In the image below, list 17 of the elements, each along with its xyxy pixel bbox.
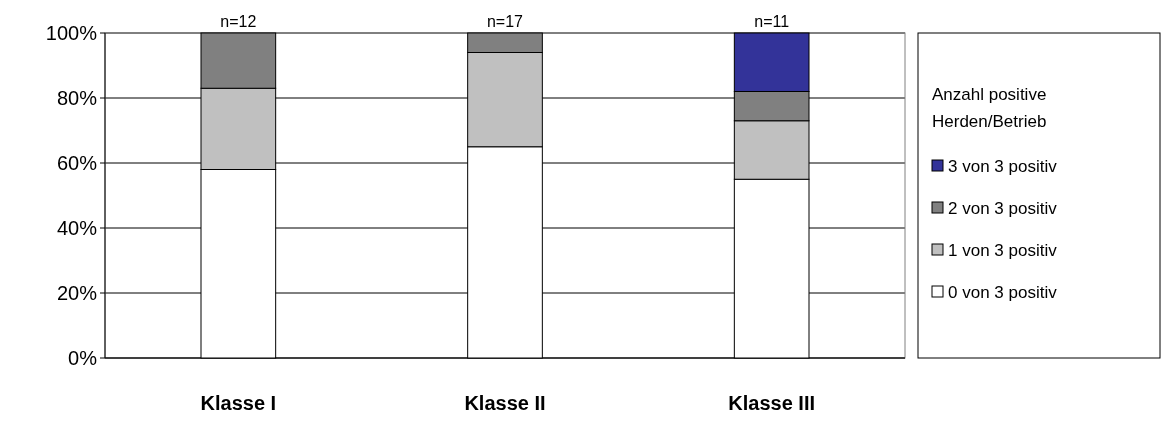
x-tick-label: Klasse II xyxy=(464,392,546,414)
legend-label: 0 von 3 positiv xyxy=(948,282,1058,302)
x-tick-label: Klasse I xyxy=(200,392,277,414)
y-tick-label: 100% xyxy=(45,22,98,44)
annotation: n=11 xyxy=(754,13,790,30)
legend-label: 3 von 3 positiv xyxy=(948,156,1058,176)
annotation: n=12 xyxy=(220,13,257,30)
legend-title: Anzahl positive Herden/Betrieb xyxy=(932,85,1047,131)
legend-label: 1 von 3 positiv xyxy=(948,240,1058,260)
annotation: n=17 xyxy=(486,13,524,30)
x-tick-label: Klasse III xyxy=(728,392,816,414)
y-tick-label: 40% xyxy=(56,217,98,239)
y-tick-label: 20% xyxy=(56,282,98,304)
y-tick-label: 80% xyxy=(56,87,98,109)
y-tick-label: 60% xyxy=(56,152,98,174)
y-tick-label: 0% xyxy=(68,347,98,369)
legend-label: 2 von 3 positiv xyxy=(948,198,1058,218)
